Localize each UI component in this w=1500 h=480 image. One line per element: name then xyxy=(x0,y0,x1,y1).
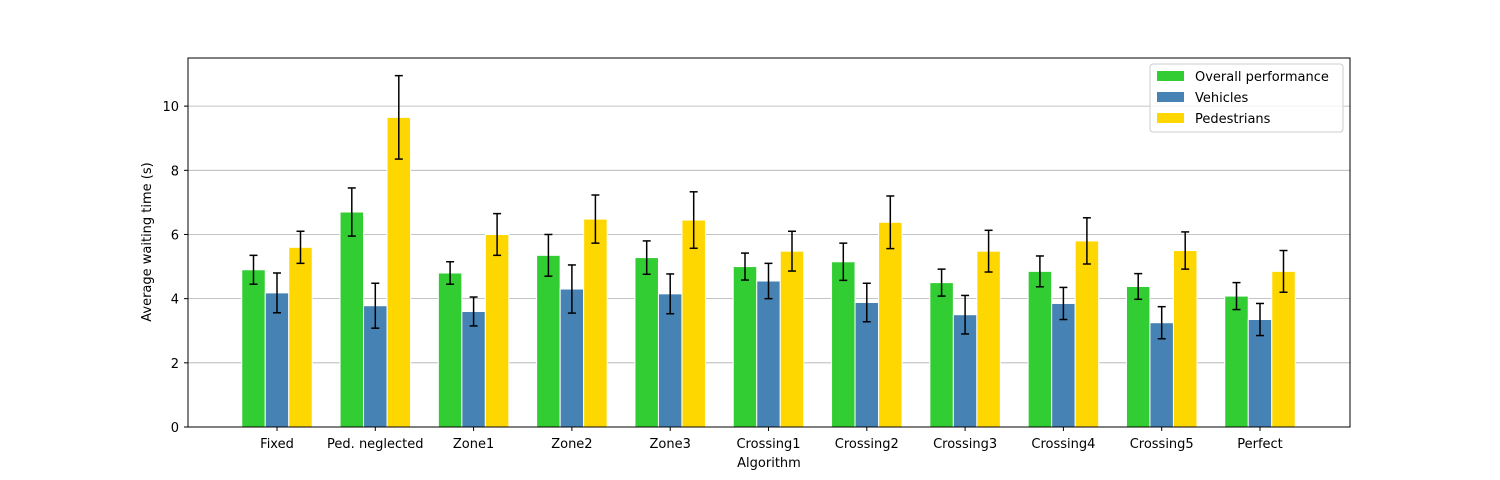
y-tick-label: 6 xyxy=(171,228,179,243)
error-bar xyxy=(544,233,553,277)
error-bar xyxy=(273,272,281,314)
bar xyxy=(878,221,903,428)
legend-label-vehicles: Vehicles xyxy=(1195,91,1248,106)
error-bar xyxy=(591,194,600,244)
x-tick-label: Zone3 xyxy=(650,437,691,452)
bar xyxy=(732,266,758,428)
bar xyxy=(1074,240,1100,428)
bar xyxy=(756,280,781,428)
error-bar xyxy=(567,264,576,314)
y-tick-label: 4 xyxy=(171,293,179,308)
bar xyxy=(386,116,412,428)
error-bar xyxy=(961,294,970,335)
legend-label-pedestrians: Pedestrians xyxy=(1195,112,1271,127)
error-bar xyxy=(394,74,403,160)
error-bar xyxy=(1232,281,1241,311)
bar xyxy=(1027,270,1053,428)
error-bar xyxy=(788,230,796,272)
error-bars xyxy=(249,74,1288,340)
error-bar xyxy=(1059,286,1068,321)
bar xyxy=(681,219,706,428)
legend-swatch-pedestrians xyxy=(1157,113,1184,123)
error-bar xyxy=(839,242,848,282)
error-bar xyxy=(1279,249,1288,293)
bar xyxy=(1224,295,1249,428)
x-tick-label: Ped. neglected xyxy=(327,437,423,452)
bar xyxy=(288,246,313,428)
error-bar xyxy=(642,240,651,276)
error-bar xyxy=(493,212,502,257)
error-bar xyxy=(862,282,871,323)
x-tick-label: Crossing1 xyxy=(736,437,800,452)
error-bar xyxy=(371,282,380,329)
y-axis-ticks: 0 2 4 6 8 10 xyxy=(162,100,188,436)
error-bar xyxy=(1134,272,1143,301)
x-tick-label: Crossing2 xyxy=(835,437,899,452)
error-bar xyxy=(741,252,749,281)
legend-swatch-overall xyxy=(1157,71,1184,81)
error-bar xyxy=(249,254,258,285)
error-bar xyxy=(689,191,698,250)
bar xyxy=(339,211,365,428)
x-tick-label: Zone1 xyxy=(453,437,494,452)
y-axis-label: Average waiting time (s) xyxy=(140,162,155,321)
error-bar xyxy=(1157,305,1166,340)
bar xyxy=(484,233,510,428)
y-tick-label: 10 xyxy=(162,100,179,115)
error-bar xyxy=(764,262,773,300)
error-bar xyxy=(984,229,993,273)
error-bar xyxy=(469,296,478,327)
x-tick-label: Zone2 xyxy=(551,437,592,452)
legend-frame xyxy=(1149,63,1344,133)
bar xyxy=(1051,302,1076,428)
error-bar xyxy=(1181,231,1190,270)
error-bar xyxy=(446,261,455,285)
error-bar xyxy=(886,195,895,250)
error-bar xyxy=(1256,302,1264,337)
y-tick-label: 0 xyxy=(171,421,179,436)
x-tick-label: Crossing5 xyxy=(1130,437,1194,452)
bar xyxy=(536,254,561,428)
bar xyxy=(1125,285,1151,428)
error-bar xyxy=(1035,255,1044,288)
bar xyxy=(1172,250,1198,428)
legend-swatch-vehicles xyxy=(1157,92,1184,102)
bar xyxy=(437,272,463,428)
x-tick-label: Crossing4 xyxy=(1031,437,1095,452)
bar xyxy=(779,250,805,428)
error-bar xyxy=(296,230,305,265)
error-bar xyxy=(666,273,675,315)
y-tick-label: 2 xyxy=(171,357,179,372)
bar xyxy=(583,218,608,428)
legend: Overall performance Vehicles Pedestrians xyxy=(1149,63,1344,133)
x-axis-ticks: Fixed Ped. neglected Zone1 Zone2 Zone3 Crossi… xyxy=(260,427,1283,452)
x-tick-label: Crossing3 xyxy=(933,437,997,452)
bar xyxy=(461,310,486,428)
bar xyxy=(831,261,856,428)
x-axis-label: Algorithm xyxy=(737,456,801,471)
bar xyxy=(929,282,954,428)
x-tick-label: Fixed xyxy=(260,437,294,452)
error-bar xyxy=(347,187,356,237)
error-bar xyxy=(937,268,946,297)
bar xyxy=(241,269,266,428)
x-tick-label: Perfect xyxy=(1237,437,1283,452)
error-bar xyxy=(1082,217,1091,265)
bar xyxy=(634,257,659,428)
y-tick-label: 8 xyxy=(171,164,179,179)
bar xyxy=(1271,270,1296,428)
legend-label-overall: Overall performance xyxy=(1195,70,1329,85)
bar xyxy=(976,250,1001,428)
